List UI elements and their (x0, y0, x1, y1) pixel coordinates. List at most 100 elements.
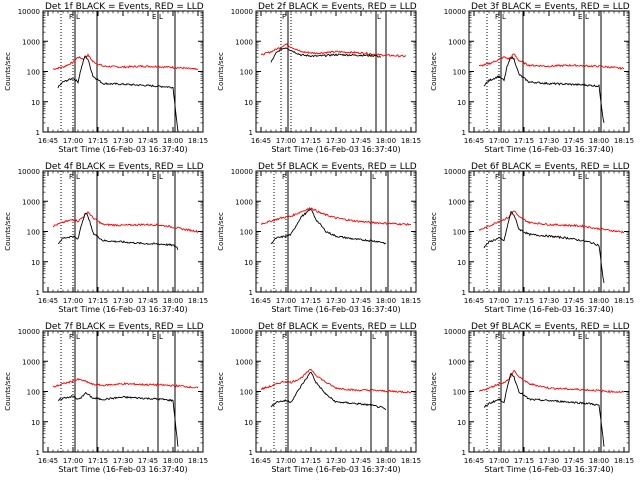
panel-8: Det 8f BLACK = Events, RED = LLD Counts/s… (217, 322, 421, 474)
marker-label: E (152, 333, 156, 341)
x-tick-label: 18:00 (376, 297, 396, 305)
y-tick-label: 10 (457, 259, 466, 267)
lld-series-line (478, 53, 625, 70)
y-axis-label: Counts/sec (4, 372, 12, 411)
events-series-line (483, 56, 605, 123)
x-tick-label: 17:30 (539, 137, 559, 145)
x-tick-label: 17:00 (489, 297, 509, 305)
x-tick-label: 17:15 (88, 137, 108, 145)
panel-title: Det 7f BLACK = Events, RED = LLD (45, 322, 204, 332)
x-axis-label: Start Time (16-Feb-03 16:37:40) (484, 465, 613, 474)
x-tick-label: 17:00 (489, 457, 509, 465)
y-tick-label: 10000 (18, 8, 40, 16)
y-tick-label: 10 (31, 419, 40, 427)
y-tick-label: 1 (36, 449, 40, 457)
marker-label: E (152, 13, 156, 21)
marker-label: L (76, 333, 80, 341)
y-tick-label: 1000 (448, 198, 466, 206)
y-tick-label: 1000 (22, 38, 40, 46)
y-tick-label: 10 (457, 99, 466, 107)
lld-series-line (52, 52, 198, 71)
x-axis-label: Start Time (16-Feb-03 16:37:40) (271, 305, 400, 314)
marker-label: L (159, 333, 163, 341)
y-tick-label: 1000 (22, 198, 40, 206)
x-tick-label: 16:45 (251, 457, 271, 465)
panel-4: Det 4f BLACK = Events, RED = LLD Counts/s… (4, 162, 208, 314)
marker-label: L (585, 333, 589, 341)
x-tick-label: 17:45 (564, 297, 584, 305)
x-tick-label: 17:00 (276, 297, 296, 305)
x-tick-label: 17:45 (138, 137, 158, 145)
panel-1: Det 1f BLACK = Events, RED = LLD Counts/s… (4, 2, 208, 154)
marker-label: L (372, 173, 376, 181)
marker-label: L (502, 333, 506, 341)
y-tick-label: 1000 (448, 38, 466, 46)
x-tick-label: 18:00 (589, 457, 609, 465)
events-series-line (270, 47, 382, 63)
x-tick-label: 16:45 (38, 137, 58, 145)
panel-3: Det 3f BLACK = Events, RED = LLD Counts/s… (430, 2, 634, 154)
x-axis-label: Start Time (16-Feb-03 16:37:40) (484, 305, 613, 314)
events-series-line (57, 55, 179, 132)
plot-frame (42, 330, 204, 453)
x-tick-label: 16:45 (464, 137, 484, 145)
y-tick-label: 1 (36, 129, 40, 137)
x-axis-label: Start Time (16-Feb-03 16:37:40) (484, 145, 613, 154)
plot-frame (42, 170, 204, 293)
panel-title: Det 2f BLACK = Events, RED = LLD (258, 2, 417, 12)
x-tick-label: 17:30 (539, 457, 559, 465)
lld-series-line (260, 43, 407, 58)
y-axis-label: Counts/sec (217, 52, 225, 91)
x-tick-label: 18:15 (614, 297, 634, 305)
marker-label: L (502, 173, 506, 181)
events-series-line (270, 371, 387, 411)
y-tick-label: 10 (244, 259, 253, 267)
x-tick-label: 17:00 (276, 137, 296, 145)
x-axis-label: Start Time (16-Feb-03 16:37:40) (58, 305, 187, 314)
events-series-line (483, 372, 605, 447)
marker-label: F (282, 333, 286, 341)
marker-label: L (585, 13, 589, 21)
y-tick-label: 100 (27, 229, 40, 237)
y-tick-label: 1000 (235, 198, 253, 206)
x-tick-label: 18:15 (401, 137, 421, 145)
marker-label: E (578, 13, 582, 21)
plot-frame (468, 10, 630, 133)
marker-label: F (69, 333, 73, 341)
y-tick-label: 1 (462, 289, 466, 297)
marker-label: F (495, 13, 499, 21)
events-series-line (483, 210, 605, 283)
x-tick-label: 17:15 (301, 457, 321, 465)
panel-title: Det 8f BLACK = Events, RED = LLD (258, 322, 417, 332)
x-axis-label: Start Time (16-Feb-03 16:37:40) (271, 145, 400, 154)
x-tick-label: 18:15 (401, 457, 421, 465)
events-series-line (270, 208, 387, 245)
marker-label: F (69, 173, 73, 181)
panel-5: Det 5f BLACK = Events, RED = LLD Counts/s… (217, 162, 421, 314)
x-tick-label: 17:00 (276, 457, 296, 465)
panel-title: Det 1f BLACK = Events, RED = LLD (45, 2, 204, 12)
x-tick-label: 17:15 (514, 137, 534, 145)
x-tick-label: 17:45 (351, 457, 371, 465)
x-tick-label: 17:00 (63, 137, 83, 145)
lld-series-line (52, 210, 199, 234)
x-tick-label: 17:15 (514, 297, 534, 305)
x-tick-label: 17:00 (63, 457, 83, 465)
y-tick-label: 10 (244, 419, 253, 427)
y-tick-label: 100 (27, 69, 40, 77)
y-tick-label: 1000 (235, 358, 253, 366)
panel-title: Det 9f BLACK = Events, RED = LLD (471, 322, 630, 332)
x-tick-label: 18:15 (614, 137, 634, 145)
x-tick-label: 18:00 (163, 457, 183, 465)
x-tick-label: 18:15 (188, 137, 208, 145)
y-tick-label: 10000 (444, 168, 466, 176)
y-axis-label: Counts/sec (430, 212, 438, 251)
x-tick-label: 17:30 (113, 457, 133, 465)
y-tick-label: 10000 (444, 8, 466, 16)
y-tick-label: 100 (240, 69, 253, 77)
y-tick-label: 100 (453, 69, 466, 77)
marker-label: F (282, 13, 286, 21)
panel-9: Det 9f BLACK = Events, RED = LLD Counts/s… (430, 322, 634, 474)
plot-frame (255, 170, 417, 293)
